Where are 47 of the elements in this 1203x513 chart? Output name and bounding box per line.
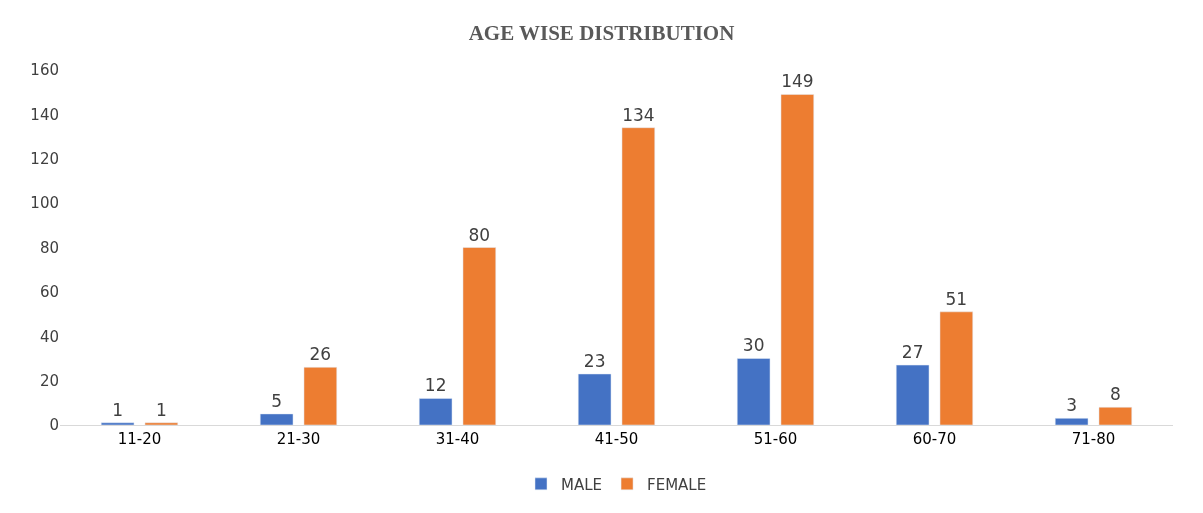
x-tick-label: 60-70 <box>912 430 957 448</box>
x-tick-label: 31-40 <box>435 430 480 448</box>
bar <box>100 422 135 425</box>
y-tick-label: 20 <box>39 371 59 390</box>
chart-title: AGE WISE DISTRIBUTION <box>468 21 735 46</box>
y-tick-label: 140 <box>30 105 59 124</box>
data-label: 134 <box>622 104 655 125</box>
legend-label: FEMALE <box>647 475 707 494</box>
data-label: 80 <box>468 224 491 245</box>
x-tick-label: 11-20 <box>117 430 162 448</box>
data-label: 149 <box>781 71 814 92</box>
data-label: 3 <box>1066 395 1078 416</box>
data-label: 27 <box>901 342 924 363</box>
y-tick-label: 80 <box>39 238 59 257</box>
x-tick-label: 21-30 <box>276 430 321 448</box>
bar <box>1054 418 1089 425</box>
data-label: 5 <box>271 390 283 411</box>
bar <box>303 367 338 425</box>
x-tick-label: 41-50 <box>594 430 639 448</box>
x-tick-label: 71-80 <box>1071 430 1116 448</box>
bar <box>259 413 294 425</box>
bar <box>780 94 815 425</box>
bar <box>736 358 771 425</box>
data-label: 1 <box>155 399 167 420</box>
data-label: 23 <box>583 350 606 371</box>
data-label: 26 <box>309 344 332 365</box>
bar <box>418 398 453 425</box>
legend-label: MALE <box>561 475 603 494</box>
data-label: 8 <box>1109 384 1121 405</box>
y-tick-label: 60 <box>39 283 59 302</box>
y-tick-label: 120 <box>30 150 59 168</box>
bar <box>144 422 179 425</box>
y-tick-label: 0 <box>49 416 59 435</box>
data-label: 51 <box>945 288 968 309</box>
y-tick-label: 40 <box>39 327 59 346</box>
data-label: 30 <box>742 335 765 356</box>
bar <box>577 373 612 425</box>
bar <box>939 311 974 425</box>
data-label: 1 <box>112 399 124 420</box>
bar <box>621 127 656 425</box>
y-tick-label: 100 <box>30 194 59 213</box>
bar <box>462 247 497 425</box>
bar <box>1098 407 1133 425</box>
x-tick-label: 51-60 <box>753 430 798 448</box>
y-tick-label: 160 <box>30 61 59 80</box>
bar <box>895 364 930 425</box>
data-label: 12 <box>424 375 447 396</box>
